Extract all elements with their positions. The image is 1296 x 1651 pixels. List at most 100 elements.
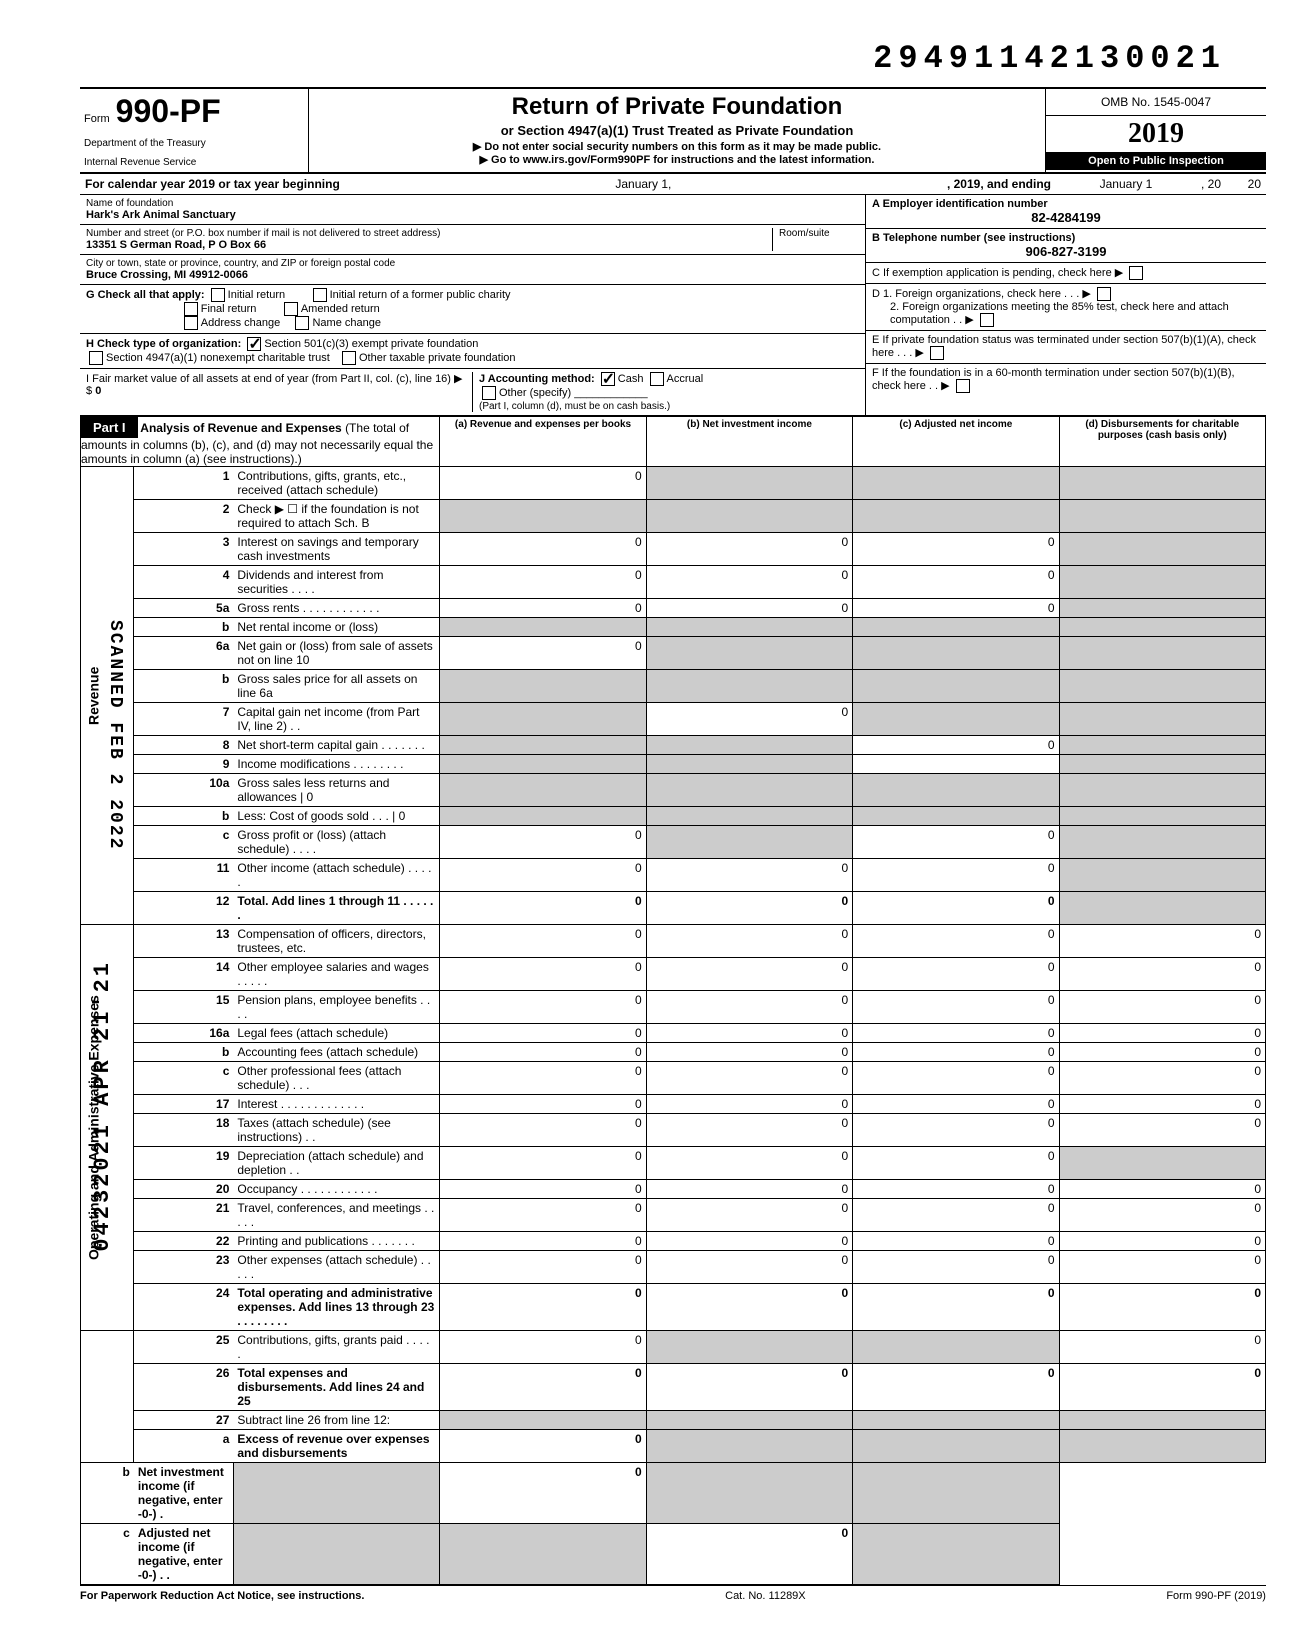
foundation-addr: 13351 S German Road, P O Box 66	[86, 239, 772, 251]
line-number: 24	[134, 1284, 234, 1331]
amount-cell: 0	[1059, 1199, 1265, 1232]
part1-label: Part I	[81, 417, 138, 438]
amount-cell: 0	[646, 1284, 852, 1331]
amount-cell	[1059, 859, 1265, 892]
amount-cell: 0	[440, 1232, 646, 1251]
barcode-number: 29491142130021	[80, 40, 1266, 77]
table-row: 15Pension plans, employee benefits . . .…	[81, 991, 1266, 1024]
terminated-checkbox[interactable]	[930, 346, 944, 360]
former-charity-checkbox[interactable]	[313, 288, 327, 302]
amount-cell: 0	[440, 958, 646, 991]
table-row: 26Total expenses and disbursements. Add …	[81, 1364, 1266, 1411]
amount-cell: 0	[440, 925, 646, 958]
amount-cell: 0	[440, 533, 646, 566]
line-number: 1	[134, 467, 234, 500]
table-row: Revenue1Contributions, gifts, grants, et…	[81, 467, 1266, 500]
amount-cell	[646, 736, 852, 755]
foundation-name: Hark's Ark Animal Sanctuary	[86, 209, 859, 221]
accrual-checkbox[interactable]	[650, 372, 664, 386]
amount-cell: 0	[853, 1147, 1059, 1180]
amount-cell: 0	[853, 925, 1059, 958]
line-number: 27	[134, 1411, 234, 1430]
amount-cell: 0	[440, 1024, 646, 1043]
cash-checkbox[interactable]	[601, 372, 615, 386]
amount-cell	[646, 637, 852, 670]
amount-cell	[1059, 1411, 1265, 1430]
60month-checkbox[interactable]	[956, 379, 970, 393]
amount-cell: 0	[440, 637, 646, 670]
amount-cell	[646, 500, 852, 533]
other-method-checkbox[interactable]	[482, 386, 496, 400]
table-row: 23Other expenses (attach schedule) . . .…	[81, 1251, 1266, 1284]
table-row: 21Travel, conferences, and meetings . . …	[81, 1199, 1266, 1232]
amount-cell	[1059, 826, 1265, 859]
addr-label: Number and street (or P.O. box number if…	[86, 228, 772, 239]
amount-cell: 0	[440, 826, 646, 859]
addr-change-checkbox[interactable]	[184, 316, 198, 330]
table-row: bGross sales price for all assets on lin…	[81, 670, 1266, 703]
table-row: 25Contributions, gifts, grants paid . . …	[81, 1331, 1266, 1364]
initial-return-checkbox[interactable]	[211, 288, 225, 302]
part1-table: Part I Analysis of Revenue and Expenses …	[80, 416, 1266, 1585]
amount-cell: 0	[853, 826, 1059, 859]
table-row: 27Subtract line 26 from line 12:	[81, 1411, 1266, 1430]
amount-cell: 0	[1059, 1062, 1265, 1095]
line-number: 16a	[134, 1024, 234, 1043]
4947a1-checkbox[interactable]	[89, 351, 103, 365]
foreign-org-checkbox[interactable]	[1097, 287, 1111, 301]
table-row: 3Interest on savings and temporary cash …	[81, 533, 1266, 566]
section-i: I Fair market value of all assets at end…	[86, 372, 473, 412]
table-row: 11Other income (attach schedule) . . . .…	[81, 859, 1266, 892]
amount-cell: 0	[646, 1364, 852, 1411]
amount-cell	[646, 670, 852, 703]
exemption-pending-checkbox[interactable]	[1129, 266, 1143, 280]
amount-cell: 0	[646, 1147, 852, 1180]
amount-cell: 0	[440, 467, 646, 500]
amount-cell: 0	[853, 958, 1059, 991]
amount-cell	[646, 1331, 852, 1364]
line-description: Accounting fees (attach schedule)	[233, 1043, 439, 1062]
table-row: 17Interest . . . . . . . . . . . . .0000	[81, 1095, 1266, 1114]
amount-cell: 0	[853, 1062, 1059, 1095]
amount-cell	[233, 1463, 439, 1524]
period-end: January 1	[1051, 177, 1201, 191]
table-row: bLess: Cost of goods sold . . . | 0	[81, 807, 1266, 826]
amount-cell: 0	[853, 566, 1059, 599]
amount-cell	[1059, 755, 1265, 774]
line-number: 8	[134, 736, 234, 755]
amount-cell: 0	[646, 1024, 852, 1043]
501c3-checkbox[interactable]	[247, 337, 261, 351]
line-description: Total. Add lines 1 through 11 . . . . . …	[233, 892, 439, 925]
table-row: cGross profit or (loss) (attach schedule…	[81, 826, 1266, 859]
line-number: c	[81, 1524, 134, 1585]
amount-cell: 0	[646, 1062, 852, 1095]
amount-cell: 0	[440, 1147, 646, 1180]
line-number: a	[134, 1430, 234, 1463]
amount-cell	[853, 1524, 1059, 1585]
table-row: 20Occupancy . . . . . . . . . . . .0000	[81, 1180, 1266, 1199]
foreign-85-checkbox[interactable]	[980, 313, 994, 327]
amount-cell	[1059, 703, 1265, 736]
page-footer: For Paperwork Reduction Act Notice, see …	[80, 1585, 1266, 1602]
final-return-checkbox[interactable]	[184, 302, 198, 316]
line-description: Excess of revenue over expenses and disb…	[233, 1430, 439, 1463]
other-taxable-checkbox[interactable]	[342, 351, 356, 365]
amended-checkbox[interactable]	[284, 302, 298, 316]
amount-cell	[853, 467, 1059, 500]
line-description: Other expenses (attach schedule) . . . .…	[233, 1251, 439, 1284]
amount-cell	[646, 826, 852, 859]
line-description: Total expenses and disbursements. Add li…	[233, 1364, 439, 1411]
amount-cell: 0	[1059, 1251, 1265, 1284]
line-description: Less: Cost of goods sold . . . | 0	[233, 807, 439, 826]
line-number: 18	[134, 1114, 234, 1147]
line-description: Contributions, gifts, grants paid . . . …	[233, 1331, 439, 1364]
amount-cell: 0	[440, 1062, 646, 1095]
table-row: aExcess of revenue over expenses and dis…	[81, 1430, 1266, 1463]
amount-cell: 0	[646, 533, 852, 566]
amount-cell	[646, 467, 852, 500]
table-row: 14Other employee salaries and wages . . …	[81, 958, 1266, 991]
amount-cell: 0	[1059, 1180, 1265, 1199]
amount-cell	[646, 774, 852, 807]
line-description: Check ▶ ☐ if the foundation is not requi…	[233, 500, 439, 533]
name-change-checkbox[interactable]	[295, 316, 309, 330]
